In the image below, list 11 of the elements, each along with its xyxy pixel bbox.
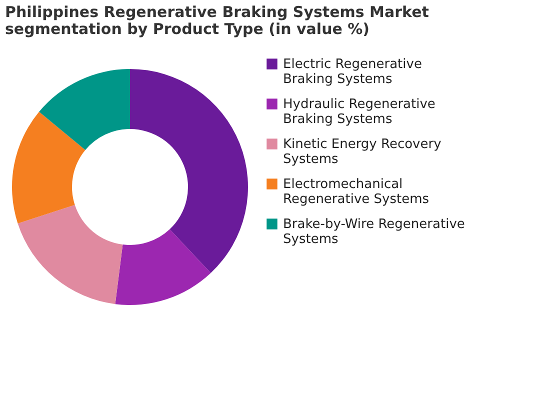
legend-label: Electromechanical Regenerative Systems <box>283 177 430 207</box>
donut-slice <box>18 204 123 304</box>
donut-slice <box>12 112 86 224</box>
donut-slice <box>130 69 248 274</box>
legend-label: Hydraulic Regenerative Braking Systems <box>283 97 436 127</box>
legend-label: Kinetic Energy Recovery Systems <box>283 137 442 167</box>
chart-title: Philippines Regenerative Braking Systems Market segmentation by Product Type (in value %) <box>5 3 429 38</box>
donut-slice <box>115 229 211 305</box>
legend-label: Brake-by-Wire Regenerative Systems <box>283 217 465 247</box>
donut-slice <box>39 69 130 150</box>
legend-label: Electric Regenerative Braking Systems <box>283 57 422 87</box>
